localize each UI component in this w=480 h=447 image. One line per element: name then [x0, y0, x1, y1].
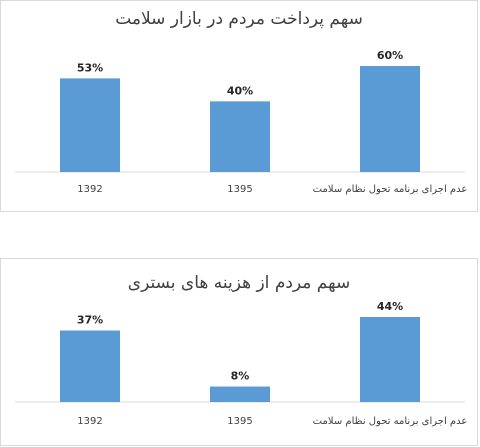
data-label: 8%	[231, 370, 250, 383]
data-label: 40%	[227, 84, 253, 97]
bar	[60, 78, 120, 172]
category-tick-label: 1392	[77, 184, 102, 195]
bar	[60, 330, 120, 402]
bar-chart-hospitalization-share: 37% 1392 8% 1395 44% عدم اجرای برنامه تحول نظ…	[15, 300, 468, 427]
data-label: 60%	[377, 49, 403, 62]
bar-chart-payment-share: 53% 1392 40% 1395 60% عدم اجرای برنامه تحول ن…	[15, 49, 468, 195]
bar	[210, 101, 270, 172]
chart-panel-hospitalization-share: سهم مردم از هزینه های بستری 37% 1392 8% 139…	[0, 258, 478, 446]
category-tick-label: 1395	[227, 184, 252, 195]
category-tick-label: عدم اجرای برنامه تحول نظام سلامت	[313, 416, 468, 427]
chart-title: سهم پرداخت مردم در بازار سلامت	[115, 9, 363, 29]
data-label: 44%	[377, 300, 403, 313]
category-tick-label: عدم اجرای برنامه تحول نظام سلامت	[313, 184, 468, 195]
category-tick-label: 1395	[227, 416, 252, 427]
bar	[210, 386, 270, 402]
category-tick-label: 1392	[77, 416, 102, 427]
data-label: 37%	[77, 314, 103, 327]
data-label: 53%	[77, 61, 103, 74]
chart-title: سهم مردم از هزینه های بستری	[127, 273, 351, 293]
chart-panel-payment-share: سهم پرداخت مردم در بازار سلامت 53% 1392 40…	[0, 0, 478, 212]
bar	[360, 66, 420, 172]
bar	[360, 317, 420, 402]
